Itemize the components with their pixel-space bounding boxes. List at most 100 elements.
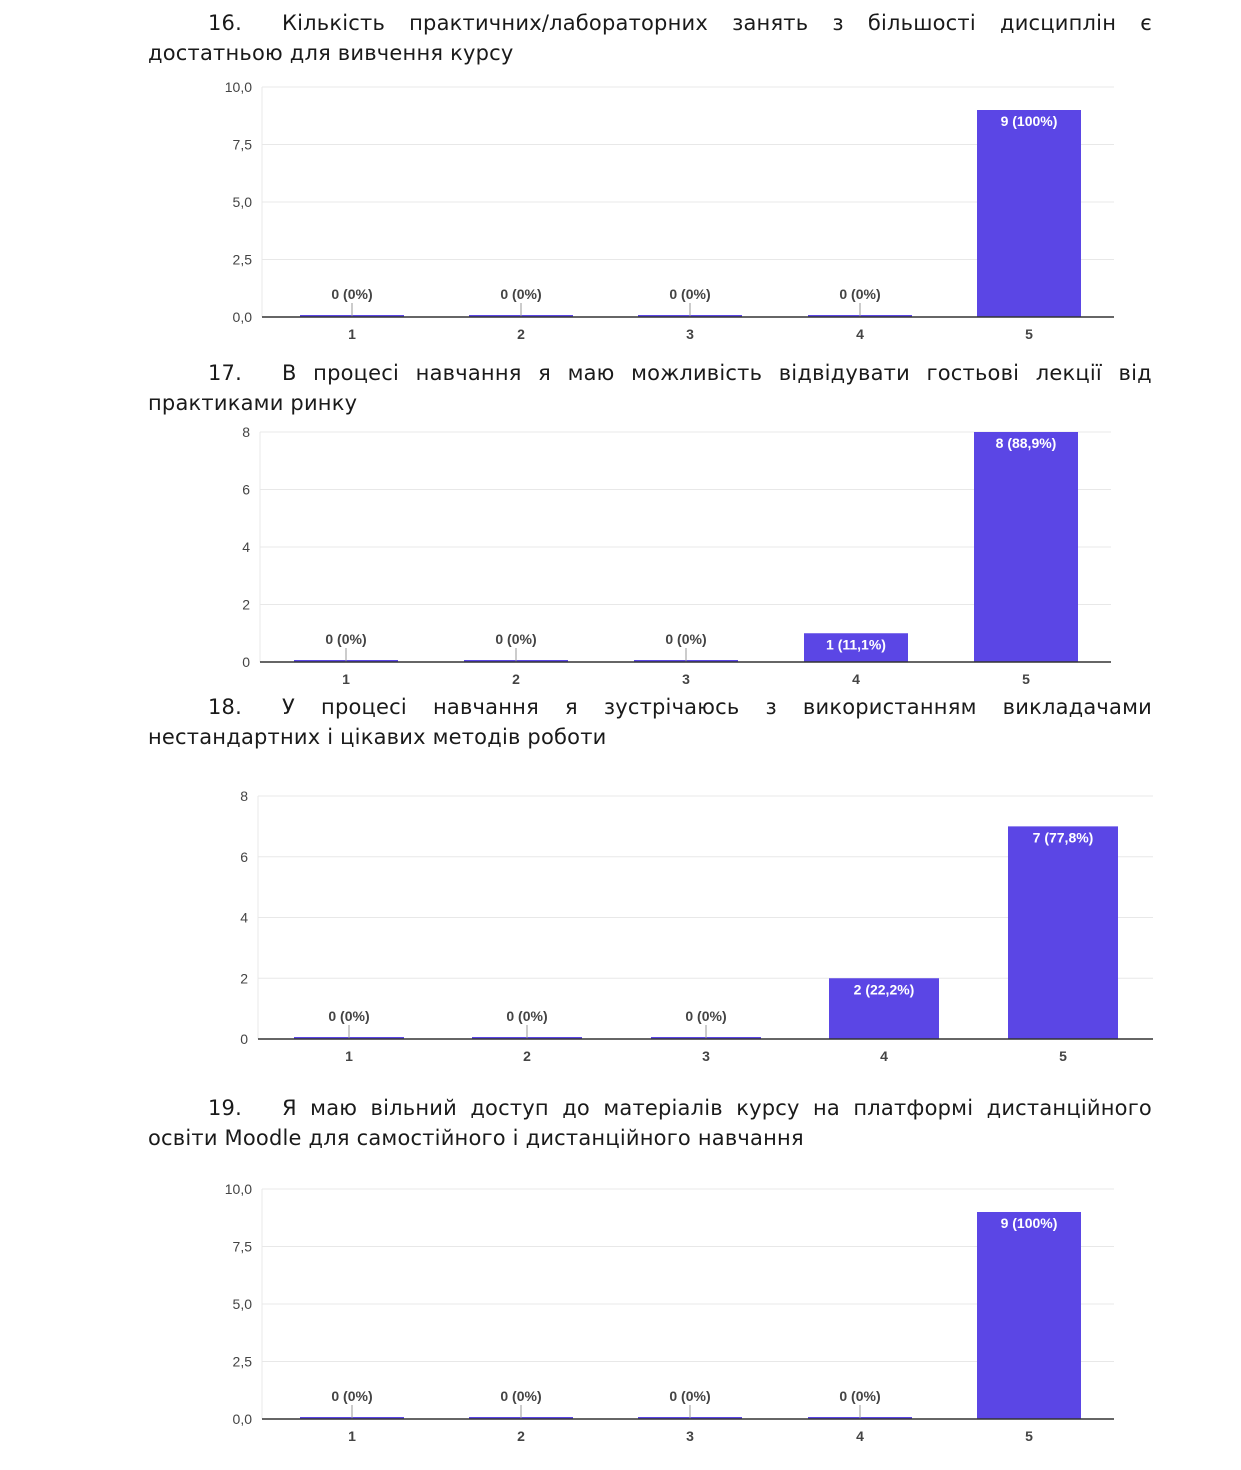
bar bbox=[829, 978, 939, 1039]
heading-word: занять bbox=[732, 11, 809, 35]
heading-word: платформі bbox=[853, 1096, 974, 1120]
question-text-line2: нестандартних і цікавих методів роботи bbox=[148, 725, 607, 749]
y-tick-label: 5,0 bbox=[233, 1296, 253, 1312]
bar-data-label: 0 (0%) bbox=[331, 1388, 372, 1404]
bar bbox=[1008, 826, 1118, 1039]
x-tick-label: 4 bbox=[852, 671, 860, 687]
y-tick-label: 2,5 bbox=[233, 252, 253, 268]
heading-word: процесі bbox=[313, 361, 400, 385]
heading-word: більшості bbox=[867, 11, 976, 35]
x-tick-label: 5 bbox=[1059, 1048, 1067, 1064]
heading-word: навчання bbox=[415, 361, 522, 385]
heading-word: викладачами bbox=[1002, 695, 1152, 719]
bar-data-label: 0 (0%) bbox=[839, 1388, 880, 1404]
heading-word: маю bbox=[310, 1096, 358, 1120]
heading-word: практичних/лабораторних bbox=[409, 11, 708, 35]
bar-data-label: 0 (0%) bbox=[669, 1388, 710, 1404]
question-16-heading: 16. Кількість практичних/лабораторних заня… bbox=[148, 8, 1152, 68]
y-tick-label: 8 bbox=[242, 424, 250, 440]
chart-question-16: 0,0 2,5 5,0 7,5 10,0 0 (0%) 1 0 (0%) 2 0 (0%) 3 0 (… bbox=[225, 79, 1114, 342]
question-number: 19. bbox=[208, 1096, 242, 1120]
bar-data-label: 9 (100%) bbox=[1001, 1215, 1058, 1231]
question-heading-line1: 16. Кількість практичних/лабораторних заня… bbox=[148, 8, 1152, 38]
bar-data-label: 7 (77,8%) bbox=[1033, 829, 1094, 845]
y-tick-label: 10,0 bbox=[225, 1181, 252, 1197]
y-tick-label: 7,5 bbox=[233, 1239, 253, 1255]
bar-data-label: 0 (0%) bbox=[495, 631, 536, 647]
heading-word: доступ bbox=[470, 1096, 549, 1120]
bar-data-label: 0 (0%) bbox=[669, 286, 710, 302]
question-text-line2: практиками ринку bbox=[148, 391, 358, 415]
y-tick-label: 10,0 bbox=[225, 79, 252, 95]
heading-word: маю bbox=[567, 361, 615, 385]
question-text-line2: освіти Moodle для самостійного і дистанц… bbox=[148, 1126, 804, 1150]
heading-word: я bbox=[564, 695, 578, 719]
heading-word: Я bbox=[282, 1096, 297, 1120]
y-tick-label: 6 bbox=[242, 482, 250, 498]
chart-question-17: 0 2 4 6 8 0 (0%) 1 0 (0%) 2 0 (0%) 3 1 (11,1%) 4 8 (8… bbox=[242, 424, 1111, 687]
question-number: 17. bbox=[208, 361, 242, 385]
bar-data-label: 0 (0%) bbox=[500, 286, 541, 302]
x-tick-label: 4 bbox=[856, 326, 864, 342]
heading-word: лекції bbox=[1035, 361, 1102, 385]
heading-word: Кількість bbox=[282, 11, 386, 35]
x-tick-label: 2 bbox=[523, 1048, 531, 1064]
bar-data-label: 0 (0%) bbox=[506, 1008, 547, 1024]
x-tick-label: 1 bbox=[342, 671, 350, 687]
x-tick-label: 2 bbox=[517, 1428, 525, 1444]
heading-word: я bbox=[538, 361, 551, 385]
heading-word: гостьові bbox=[926, 361, 1020, 385]
x-tick-label: 3 bbox=[686, 326, 694, 342]
y-tick-label: 4 bbox=[240, 910, 248, 926]
heading-word: до bbox=[562, 1096, 590, 1120]
y-tick-label: 6 bbox=[240, 849, 248, 865]
x-tick-label: 4 bbox=[880, 1048, 888, 1064]
bar-data-label: 0 (0%) bbox=[685, 1008, 726, 1024]
x-tick-label: 1 bbox=[348, 326, 356, 342]
bar-data-label: 0 (0%) bbox=[839, 286, 880, 302]
bar bbox=[977, 110, 1081, 317]
bar bbox=[974, 432, 1078, 662]
bar bbox=[804, 633, 908, 662]
bar bbox=[977, 1212, 1081, 1419]
y-tick-label: 7,5 bbox=[233, 137, 253, 153]
bar-data-label: 0 (0%) bbox=[325, 631, 366, 647]
bar-data-label: 0 (0%) bbox=[328, 1008, 369, 1024]
question-number: 18. bbox=[208, 695, 242, 719]
y-tick-label: 0,0 bbox=[233, 1411, 253, 1427]
x-tick-label: 3 bbox=[702, 1048, 710, 1064]
heading-word: дисциплін bbox=[999, 11, 1117, 35]
y-tick-label: 0 bbox=[242, 654, 250, 670]
y-tick-label: 2 bbox=[240, 970, 248, 986]
heading-word: дистанційного bbox=[986, 1096, 1152, 1120]
heading-word: з bbox=[765, 695, 777, 719]
x-tick-label: 3 bbox=[682, 671, 690, 687]
heading-word: з bbox=[832, 11, 844, 35]
y-tick-label: 2 bbox=[242, 597, 250, 613]
chart-question-19: 0,0 2,5 5,0 7,5 10,0 0 (0%) 1 0 (0%) 2 0 (0%) 3 0 (… bbox=[225, 1181, 1114, 1444]
x-tick-label: 1 bbox=[348, 1428, 356, 1444]
question-text-line1: Кількість практичних/лабораторних занять з б… bbox=[282, 8, 1152, 38]
heading-word: У bbox=[282, 695, 295, 719]
y-tick-label: 8 bbox=[240, 788, 248, 804]
x-tick-label: 5 bbox=[1022, 671, 1030, 687]
bar-data-label: 0 (0%) bbox=[331, 286, 372, 302]
x-tick-label: 2 bbox=[512, 671, 520, 687]
heading-word: зустрічаюсь bbox=[603, 695, 740, 719]
bar-data-label: 0 (0%) bbox=[500, 1388, 541, 1404]
bar-data-label: 9 (100%) bbox=[1001, 113, 1058, 129]
x-tick-label: 4 bbox=[856, 1428, 864, 1444]
heading-word: курсу bbox=[736, 1096, 800, 1120]
bar-data-label: 1 (11,1%) bbox=[826, 636, 886, 652]
chart-question-18: 0 2 4 6 8 0 (0%) 1 0 (0%) 2 0 (0%) 3 2 (22,2%) 4 7 (7… bbox=[240, 788, 1153, 1064]
heading-word: В bbox=[282, 361, 297, 385]
question-number: 16. bbox=[208, 11, 242, 35]
question-text-line2: достатньою для вивчення курсу bbox=[148, 41, 514, 65]
